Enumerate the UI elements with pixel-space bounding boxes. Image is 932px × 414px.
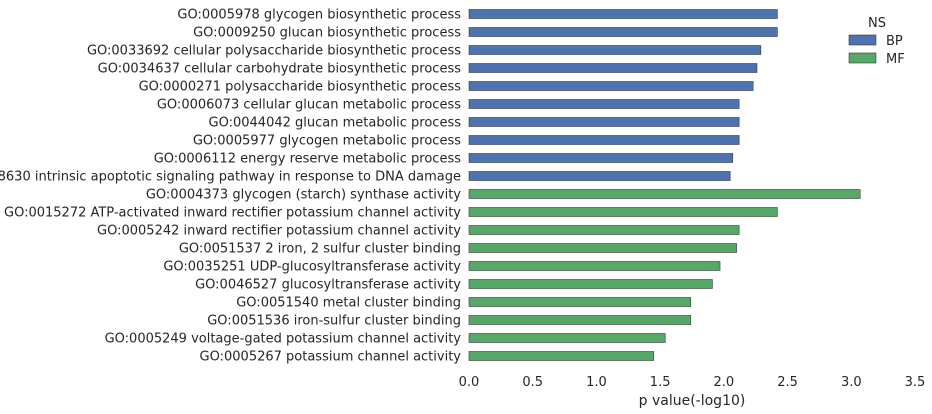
x-tick-label: 2.0 <box>714 375 735 390</box>
legend-label-mf: MF <box>886 52 905 67</box>
bar-8 <box>468 135 740 145</box>
bar-20 <box>468 351 655 361</box>
category-label: GO:0034637 cellular carbohydrate biosynt… <box>98 62 462 77</box>
category-label: GO:0000271 polysaccharide biosynthetic p… <box>139 80 462 95</box>
legend: NS BP MF <box>848 16 905 67</box>
x-tick-label: 1.5 <box>650 375 671 390</box>
category-labels: GO:0005978 glycogen biosynthetic process… <box>0 8 461 365</box>
x-tick-label: 0.5 <box>522 375 543 390</box>
category-label: GO:0051536 iron-sulfur cluster binding <box>207 314 461 329</box>
legend-items: BP MF <box>848 34 905 67</box>
category-label: GO:0009250 glucan biosynthetic process <box>193 26 461 41</box>
category-label: GO:0005267 potassium channel activity <box>200 350 462 365</box>
x-tick-label: 3.5 <box>905 375 926 390</box>
category-label: GO:0033692 cellular polysaccharide biosy… <box>87 44 461 59</box>
bar-3 <box>468 45 762 55</box>
legend-label-bp: BP <box>886 34 903 49</box>
bar-19 <box>468 333 666 343</box>
bar-14 <box>468 243 737 253</box>
bar-12 <box>468 207 778 217</box>
category-label: GO:0051540 metal cluster binding <box>236 296 461 311</box>
bar-4 <box>468 63 758 73</box>
category-label: GO:0008630 intrinsic apoptotic signaling… <box>0 170 461 185</box>
x-tick-label: 1.0 <box>586 375 607 390</box>
category-label: GO:0005242 inward rectifier potassium ch… <box>97 224 461 239</box>
bar-7 <box>468 117 740 127</box>
bar-9 <box>468 153 734 163</box>
category-label: GO:0005978 glycogen biosynthetic process <box>177 8 461 23</box>
bars-layer <box>468 9 861 361</box>
x-axis-ticks: 0.0 0.5 1.0 1.5 2.0 2.5 3.0 3.5 <box>459 375 926 390</box>
bar-13 <box>468 225 740 235</box>
category-label: GO:0006112 energy reserve metabolic proc… <box>154 152 462 167</box>
category-label: GO:0004373 glycogen (starch) synthase ac… <box>146 188 461 203</box>
category-label: GO:0051537 2 iron, 2 sulfur cluster bind… <box>179 242 461 257</box>
x-tick-label: 2.5 <box>777 375 798 390</box>
bar-17 <box>468 297 692 307</box>
bar-6 <box>468 99 740 109</box>
legend-swatch-mf <box>848 52 877 64</box>
category-label: GO:0006073 cellular glucan metabolic pro… <box>157 98 461 113</box>
legend-swatch-bp <box>848 34 877 46</box>
bar-11 <box>468 189 861 199</box>
legend-title: NS <box>868 16 886 31</box>
bar-10 <box>468 171 731 181</box>
category-label: GO:0015272 ATP-activated inward rectifie… <box>4 206 461 221</box>
category-label: GO:0044042 glucan metabolic process <box>209 116 462 131</box>
category-label: GO:0046527 glucosyltransferase activity <box>195 278 461 293</box>
bar-2 <box>468 27 778 37</box>
bar-5 <box>468 81 754 91</box>
x-tick-label: 0.0 <box>459 375 480 390</box>
x-axis-label: p value(-log10) <box>639 393 746 409</box>
bar-15 <box>468 261 721 271</box>
bar-1 <box>468 9 778 19</box>
bar-16 <box>468 279 713 289</box>
category-label: GO:0005977 glycogen metabolic process <box>193 134 461 149</box>
category-label: GO:0005249 voltage-gated potassium chann… <box>105 332 462 347</box>
bar-18 <box>468 315 692 325</box>
category-label: GO:0035251 UDP-glucosyltransferase activ… <box>163 260 461 275</box>
x-tick-label: 3.0 <box>841 375 862 390</box>
